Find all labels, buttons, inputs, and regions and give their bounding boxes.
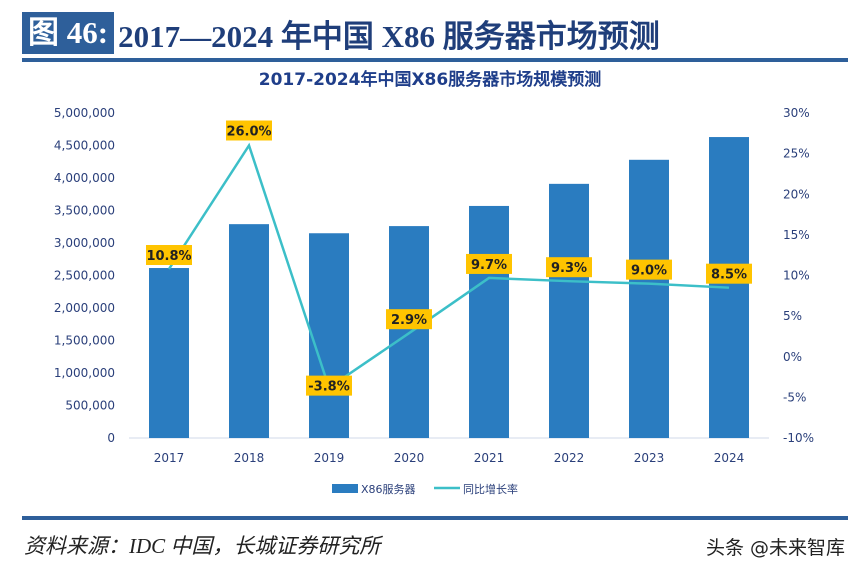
data-label: 9.3% [551,261,587,276]
data-label: 9.0% [631,264,667,279]
legend-label: 同比增长率 [463,482,518,496]
bar [629,159,669,439]
bar [469,205,509,438]
y2-tick-label: 30% [783,106,810,120]
y-tick-label: 0 [107,431,115,445]
data-label: 10.8% [146,249,191,264]
x-tick-label: 2021 [474,451,505,465]
data-label: 8.5% [711,268,747,283]
y-tick-label: 2,000,000 [54,301,115,315]
x-tick-label: 2024 [714,451,745,465]
data-label-bg [306,375,352,396]
bar [149,268,189,438]
figure-label: 图 46: [22,12,115,54]
chart-title: 2017-2024年中国X86服务器市场规模预测 [259,69,601,90]
data-label-bg [466,253,512,274]
chart: 2017-2024年中国X86服务器市场规模预测 0 500,000 1,000,00… [54,69,814,496]
bar [229,224,269,438]
bar [309,233,349,438]
bottom-rule [22,516,848,520]
legend-label: X86服务器 [361,483,416,496]
data-label-bg [146,245,192,265]
data-label: 9.7% [471,258,507,273]
y2-tick-label: 15% [783,228,810,242]
x-tick-label: 2017 [154,451,185,465]
top-rule [22,58,848,62]
data-label-bg [386,309,432,330]
data-label-bg [626,259,672,280]
legend-swatch-bar [332,484,358,493]
x-tick-label: 2023 [634,451,665,465]
data-label: -3.8% [308,380,349,395]
x-tick-label: 2018 [234,451,265,465]
y-tick-label: 1,000,000 [54,366,115,380]
y2-tick-label: -10% [783,431,814,445]
y2-tick-label: 10% [783,269,810,283]
bar [549,183,589,438]
y-tick-label: 1,500,000 [54,334,115,348]
y2-tick-label: 25% [783,147,810,161]
data-label: 2.9% [391,313,427,328]
x-tick-label: 2020 [394,451,425,465]
y2-tick-label: 5% [783,309,802,323]
y-tick-label: 4,500,000 [54,139,115,153]
y2-tick-label: 0% [783,350,802,364]
y-tick-label: 3,000,000 [54,236,115,250]
x-tick-label: 2019 [314,451,345,465]
data-label-bg [706,263,752,284]
data-label-bg [546,257,592,278]
watermark: 头条 @未来智库 [705,537,845,559]
y2-tick-label: 20% [783,187,810,201]
figure-header: 图 46: 2017—2024 年中国 X86 服务器市场预测 [22,12,660,54]
data-label-bg [226,120,272,141]
figure-title: 2017—2024 年中国 X86 服务器市场预测 [118,18,660,54]
source-note: 资料来源：IDC 中国，长城证券研究所 [24,534,381,558]
x-tick-label: 2022 [554,451,585,465]
y2-tick-label: -5% [783,390,806,404]
data-label: 26.0% [226,125,271,140]
y-tick-label: 500,000 [65,399,115,413]
y-tick-label: 3,500,000 [54,204,115,218]
y-tick-label: 5,000,000 [54,106,115,120]
y-tick-label: 4,000,000 [54,171,115,185]
growth-line [167,142,730,390]
y-tick-label: 2,500,000 [54,269,115,283]
